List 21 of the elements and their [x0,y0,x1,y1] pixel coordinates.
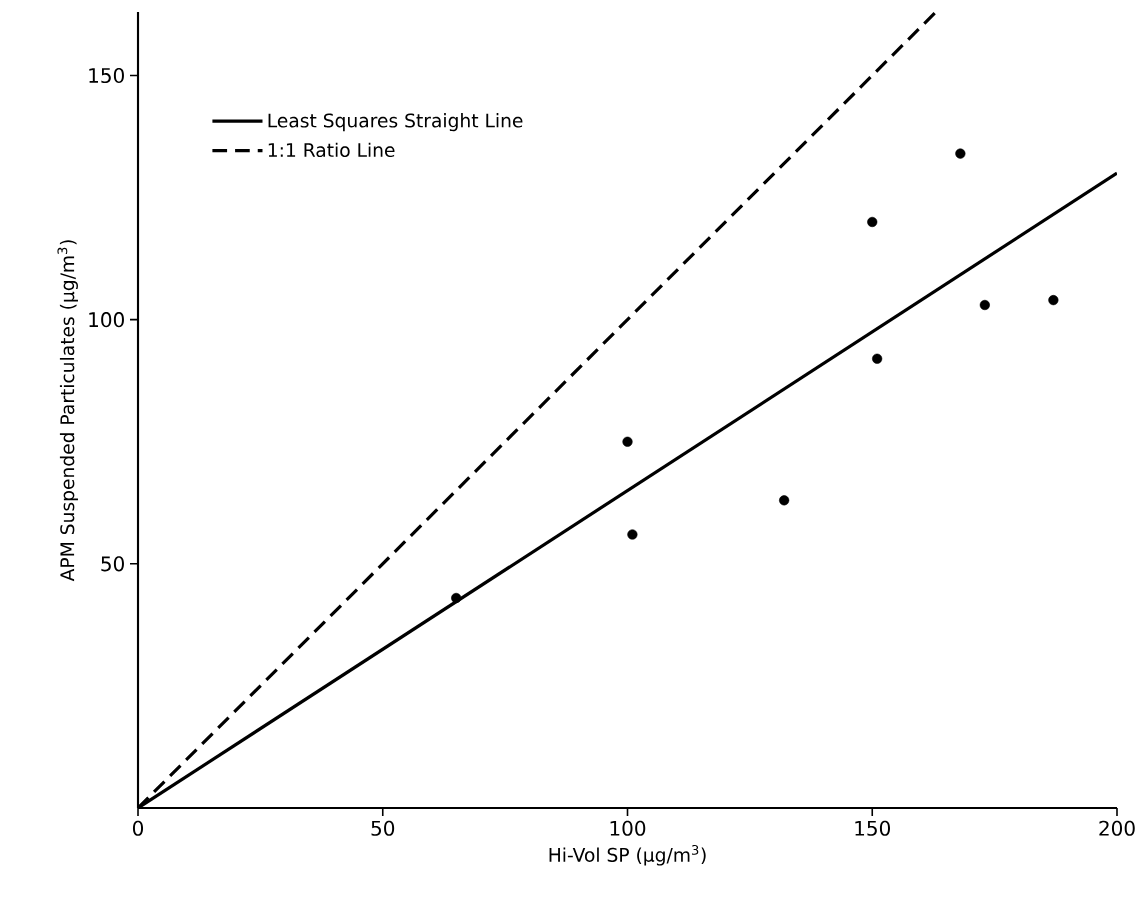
x-tick-label: 150 [855,820,890,836]
x-tick-label: 100 [610,820,646,836]
y-axis-title: APM Suspended Particulates (µg/m$^{3}$) [57,240,78,582]
point [955,148,966,159]
point [872,353,883,364]
x-axis-title: Hi-Vol SP (µg/m$^{3}$) [549,844,706,866]
y-tick-label: 150 [89,67,124,84]
legend-label: 1:1 Ratio Line [268,142,395,158]
x-tick-label: 200 [1099,820,1135,836]
point [867,216,878,228]
y-tick-label: 50 [101,556,124,572]
x-tick-label: 50 [371,820,395,836]
point [1048,295,1059,306]
point [979,299,990,311]
y-tick-label: 100 [89,312,124,328]
point [779,495,790,506]
point [622,436,633,447]
legend-label: Least Squares Straight Line [268,113,523,132]
point [451,592,462,604]
x-tick-label: 0 [132,820,144,836]
point [627,529,638,540]
